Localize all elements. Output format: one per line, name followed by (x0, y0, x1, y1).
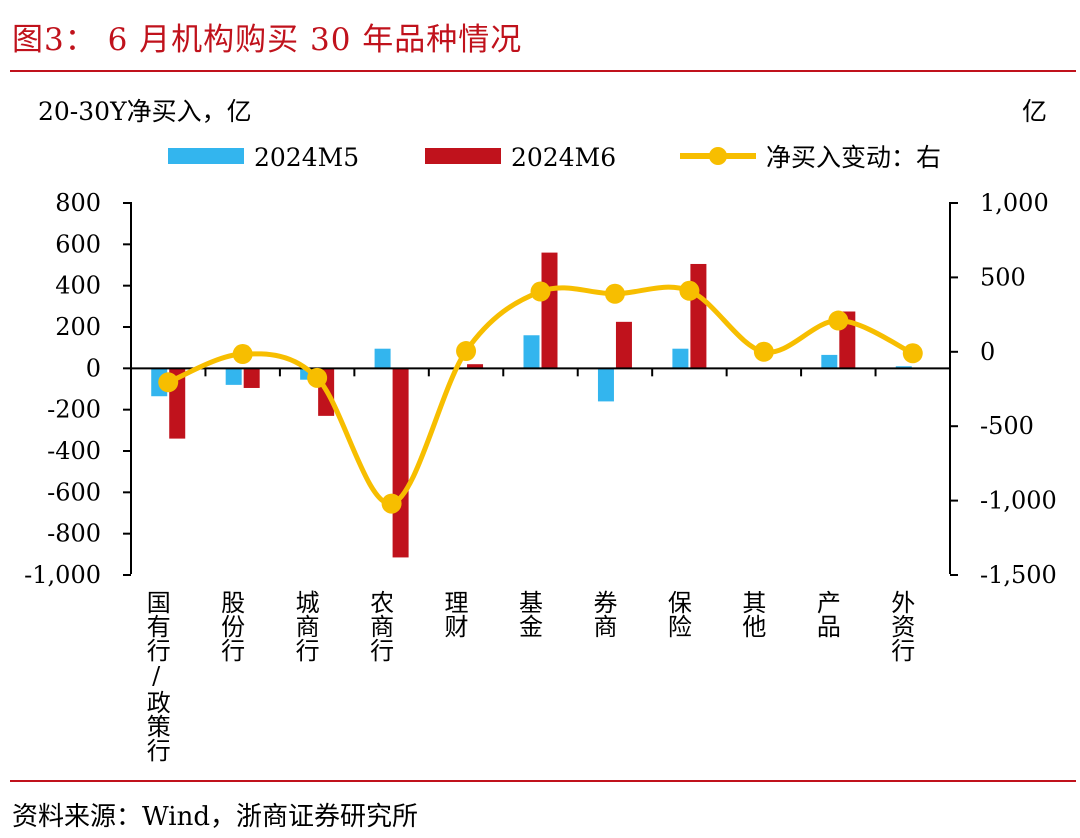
left-tick-label: -200 (47, 396, 101, 424)
bar-2024m6 (690, 263, 707, 369)
change-line (167, 284, 914, 507)
legend-label-m5: 2024M5 (254, 143, 359, 172)
legend-swatch-m6 (425, 148, 501, 164)
category-label: 理财 (440, 590, 468, 638)
legend-marker-change (709, 147, 727, 165)
bar-2024m6 (467, 364, 484, 369)
change-point (381, 493, 402, 514)
category-label: 农商行 (366, 590, 394, 662)
change-point (456, 341, 477, 362)
bar-2024m5 (821, 354, 838, 369)
change-point (307, 367, 328, 388)
change-point (604, 283, 625, 304)
figure-title: 图3： 6 月机构购买 30 年品种情况 (12, 22, 523, 58)
bar-2024m6 (243, 368, 260, 388)
category-label: 其他 (738, 590, 766, 638)
category-ticks (130, 368, 951, 377)
bar-2024m6 (541, 252, 558, 369)
left-tick-label: 400 (55, 272, 101, 300)
left-tick-label: -1,000 (24, 561, 101, 589)
left-tick-label: 800 (55, 189, 101, 217)
category-label: 产品 (812, 590, 840, 638)
change-point (232, 344, 253, 365)
bar-series (151, 252, 912, 558)
category-label: 保险 (663, 590, 691, 638)
category-label: 城商行 (291, 590, 319, 662)
change-point (902, 343, 923, 364)
right-tick-label: -1,000 (980, 487, 1057, 515)
left-axis-ticks: 800 600 400 200 0 -200 -400 -600 -800 -1,000 (24, 189, 131, 589)
category-label: 基金 (515, 590, 543, 638)
category-label: 国有行/政策行 (142, 590, 170, 762)
change-point (530, 281, 551, 302)
right-tick-label: 0 (980, 338, 995, 366)
legend: 2024M5 2024M6 净买入变动：右 (168, 143, 941, 172)
left-tick-label: -800 (47, 520, 101, 548)
bar-2024m5 (225, 368, 242, 385)
left-tick-label: -600 (47, 478, 101, 506)
title-divider (10, 70, 1076, 72)
bar-2024m6 (615, 321, 632, 369)
change-point (828, 310, 849, 331)
left-tick-label: 600 (55, 230, 101, 258)
bar-2024m5 (523, 335, 540, 369)
left-tick-label: 200 (55, 313, 101, 341)
category-label: 股份行 (217, 590, 245, 662)
bar-2024m5 (597, 368, 614, 402)
legend-label-change: 净买入变动：右 (766, 143, 941, 172)
right-axis-title: 亿 (1022, 97, 1047, 126)
change-point (679, 280, 700, 301)
bar-2024m6 (392, 368, 409, 558)
category-label: 券商 (589, 590, 617, 638)
left-tick-label: 0 (86, 354, 101, 382)
source-note: 资料来源：Wind，浙商证券研究所 (12, 802, 418, 832)
bar-2024m5 (895, 366, 912, 369)
bar-2024m5 (374, 348, 391, 369)
right-axis-ticks: 1,000 500 0 -500 -1,000 -1,500 (950, 189, 1057, 589)
bar-2024m5 (672, 348, 689, 369)
right-tick-label: -1,500 (980, 561, 1057, 589)
category-labels: 国有行/政策行 股份行 城商行 农商行 理财 基金 券商 保险 其他 产品 外资行 (142, 590, 915, 762)
change-point (158, 372, 179, 393)
change-point (753, 341, 774, 362)
left-tick-label: -400 (47, 437, 101, 465)
category-label: 外资行 (887, 590, 915, 662)
footer-divider (10, 780, 1076, 782)
legend-swatch-m5 (168, 148, 244, 164)
right-tick-label: -500 (980, 412, 1034, 440)
right-tick-label: 1,000 (980, 189, 1049, 217)
change-line-series (158, 280, 923, 514)
legend-label-m6: 2024M6 (511, 143, 616, 172)
right-tick-label: 500 (980, 263, 1026, 291)
left-axis-title: 20-30Y净买入，亿 (38, 97, 252, 126)
